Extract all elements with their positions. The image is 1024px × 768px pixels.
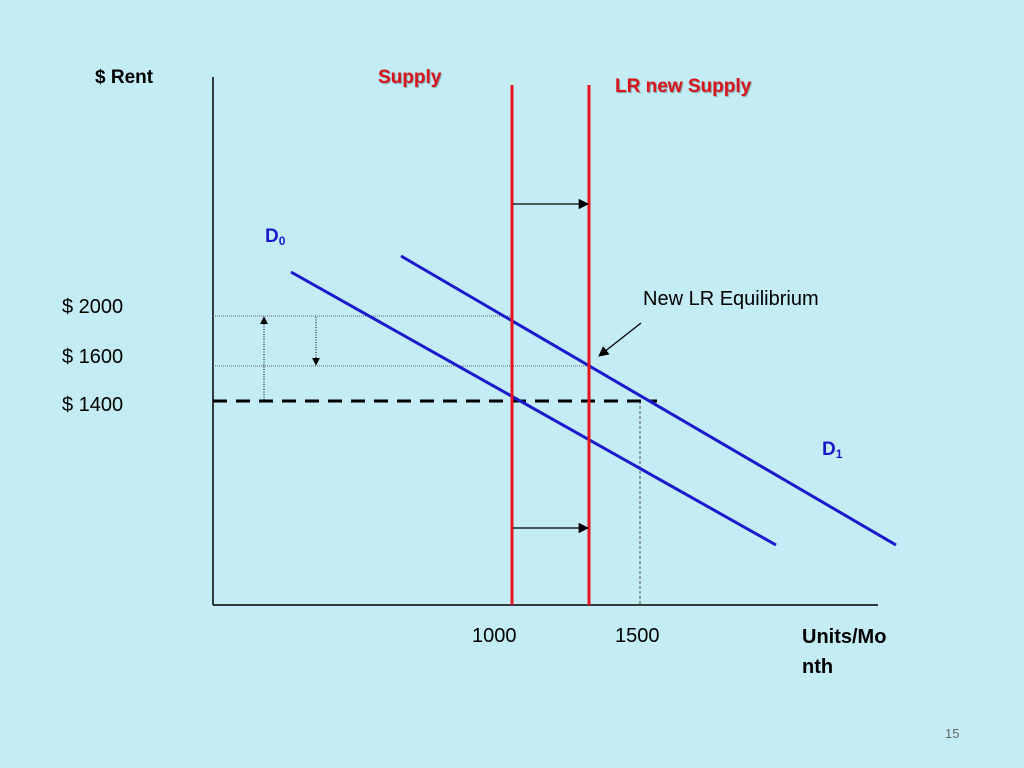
price-label: $ 2000 bbox=[62, 296, 124, 318]
demand-0 bbox=[290, 270, 777, 547]
slide-number: 15 bbox=[945, 726, 960, 741]
subscript: 1 bbox=[835, 447, 843, 461]
demand-1 bbox=[400, 254, 897, 547]
annotation-arrow bbox=[598, 322, 642, 357]
price-label: $ 1600 bbox=[62, 346, 124, 368]
price-label: $ 1400 bbox=[62, 394, 124, 416]
new-supply-label: LR new Supply bbox=[615, 76, 752, 97]
letter: D bbox=[265, 226, 279, 247]
letter: D bbox=[822, 439, 836, 460]
demand-0-label: D0 bbox=[265, 227, 285, 247]
demand-1-label: D1 bbox=[822, 440, 842, 460]
annotation: New LR Equilibrium bbox=[643, 288, 819, 310]
x-axis-label: Units/Month bbox=[802, 626, 887, 678]
subscript: 0 bbox=[278, 234, 286, 248]
quantity-label: 1500 bbox=[615, 625, 660, 647]
y-axis-label: $ Rent bbox=[95, 67, 154, 88]
supply-label: Supply bbox=[378, 67, 442, 88]
quantity-label: 1000 bbox=[472, 625, 517, 647]
